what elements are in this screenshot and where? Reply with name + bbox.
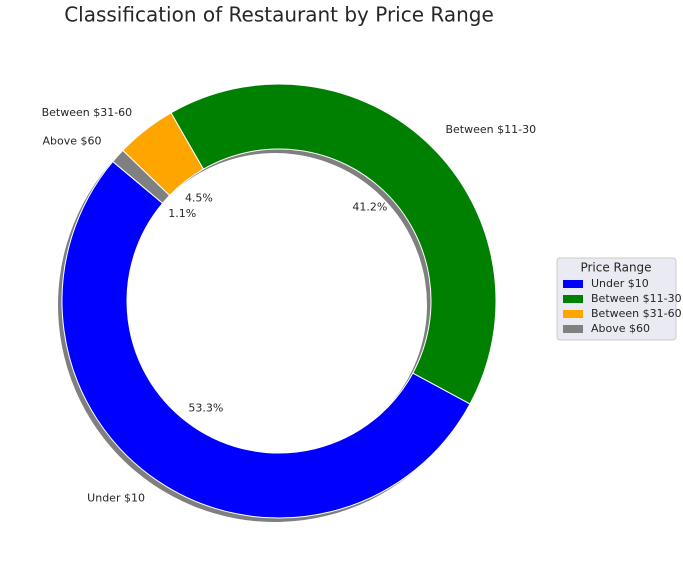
- value-label: 53.3%: [188, 402, 223, 415]
- legend-box: [556, 257, 677, 341]
- value-label: 41.2%: [352, 201, 387, 214]
- legend-label: Under $10: [591, 277, 649, 290]
- category-label: Between $11-30: [445, 123, 536, 136]
- legend-swatch: [563, 325, 583, 333]
- legend-swatch: [563, 280, 583, 288]
- labels: Under $10 53.3% Between $11-30 41.2% Between…: [42, 106, 536, 505]
- legend-label: Above $60: [591, 322, 650, 335]
- legend-swatch: [563, 310, 583, 318]
- wedges: [61, 83, 497, 519]
- category-label: Under $10: [87, 492, 145, 505]
- legend: Price Range Under $10 Between $11-30 Betwe…: [556, 257, 682, 341]
- category-label: Above $60: [43, 134, 102, 147]
- value-label: 1.1%: [168, 207, 196, 220]
- wedge: [112, 149, 171, 205]
- value-label: 4.5%: [185, 191, 213, 204]
- legend-label: Between $11-30: [591, 292, 682, 305]
- wedge: [170, 83, 497, 405]
- legend-swatch: [563, 295, 583, 303]
- wedge: [61, 160, 471, 519]
- legend-label: Between $31-60: [591, 307, 682, 320]
- chart-title: Classification of Restaurant by Price Ra…: [64, 3, 494, 27]
- category-label: Between $31-60: [42, 106, 133, 119]
- legend-title: Price Range: [580, 261, 651, 275]
